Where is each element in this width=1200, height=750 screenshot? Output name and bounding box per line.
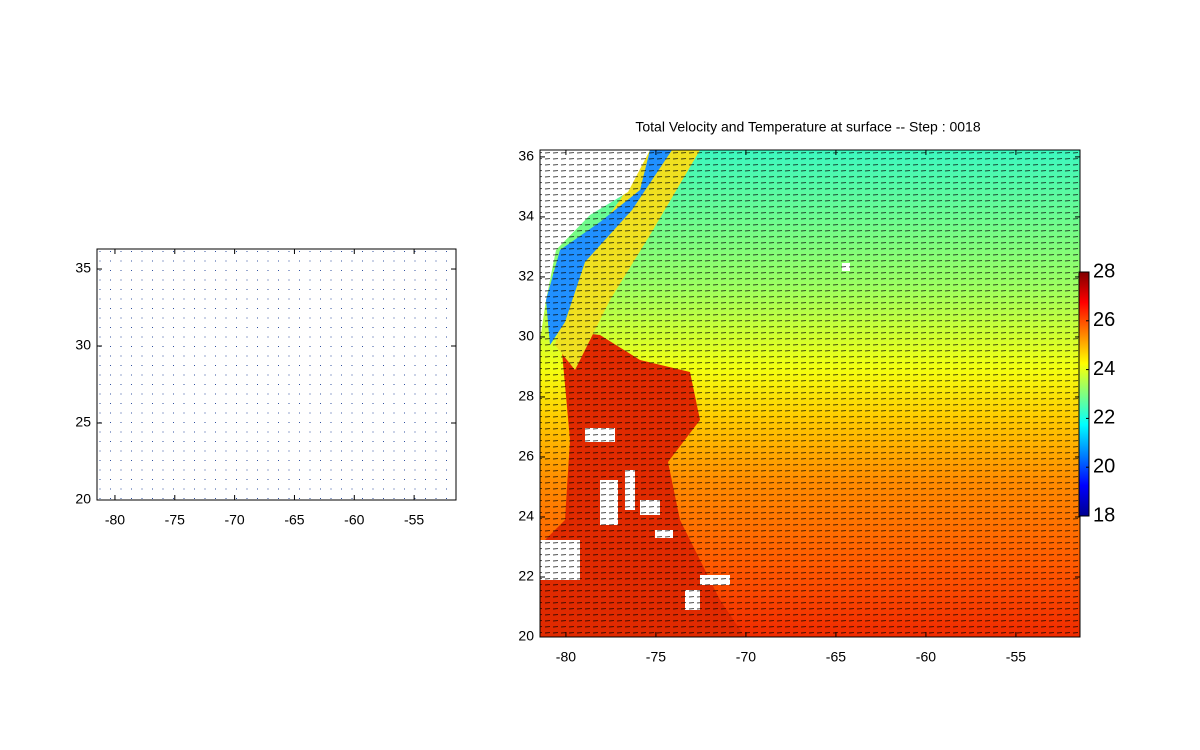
y-tick-label: 36 [518,148,534,164]
x-tick-label: -60 [916,649,936,665]
y-tick-label: 20 [518,628,534,644]
velocity-arrows [540,150,1080,637]
colorbar-tick-label: 26 [1093,309,1115,331]
x-tick-label: -70 [736,649,756,665]
x-tick-label: -60 [344,512,364,528]
colorbar-tick-label: 24 [1093,358,1115,380]
temperature-field [540,150,1080,637]
colorbar-tick-label: 18 [1093,504,1115,526]
chart-title: Total Velocity and Temperature at surfac… [635,119,980,135]
x-tick-label: -75 [165,512,185,528]
quiver-field [97,249,456,500]
colorbar-tick-label: 22 [1093,407,1115,429]
x-tick-label: -80 [556,649,576,665]
y-tick-label: 30 [75,337,91,353]
y-tick-label: 26 [518,448,534,464]
x-tick-label: -65 [826,649,846,665]
colorbar-tick-label: 20 [1093,455,1115,477]
x-tick-label: -55 [1006,649,1026,665]
y-tick-label: 34 [518,208,534,224]
x-tick-label: -55 [404,512,424,528]
axes-box [96,248,457,501]
colorbar-scale [1078,271,1090,517]
colorbar-tick-label: 28 [1093,260,1115,282]
x-tick-label: -80 [105,512,125,528]
colorbar: 18 20 22 24 26 28 [1078,260,1115,526]
y-tick-label: 30 [518,328,534,344]
x-tick-label: -70 [224,512,244,528]
y-tick-label: 20 [75,491,91,507]
x-tick-label: -65 [284,512,304,528]
y-tick-label: 28 [518,388,534,404]
y-tick-label: 35 [75,260,91,276]
y-tick-label: 22 [518,568,534,584]
y-tick-label: 25 [75,414,91,430]
y-tick-label: 32 [518,268,534,284]
x-tick-label: -75 [646,649,666,665]
y-tick-label: 24 [518,508,534,524]
